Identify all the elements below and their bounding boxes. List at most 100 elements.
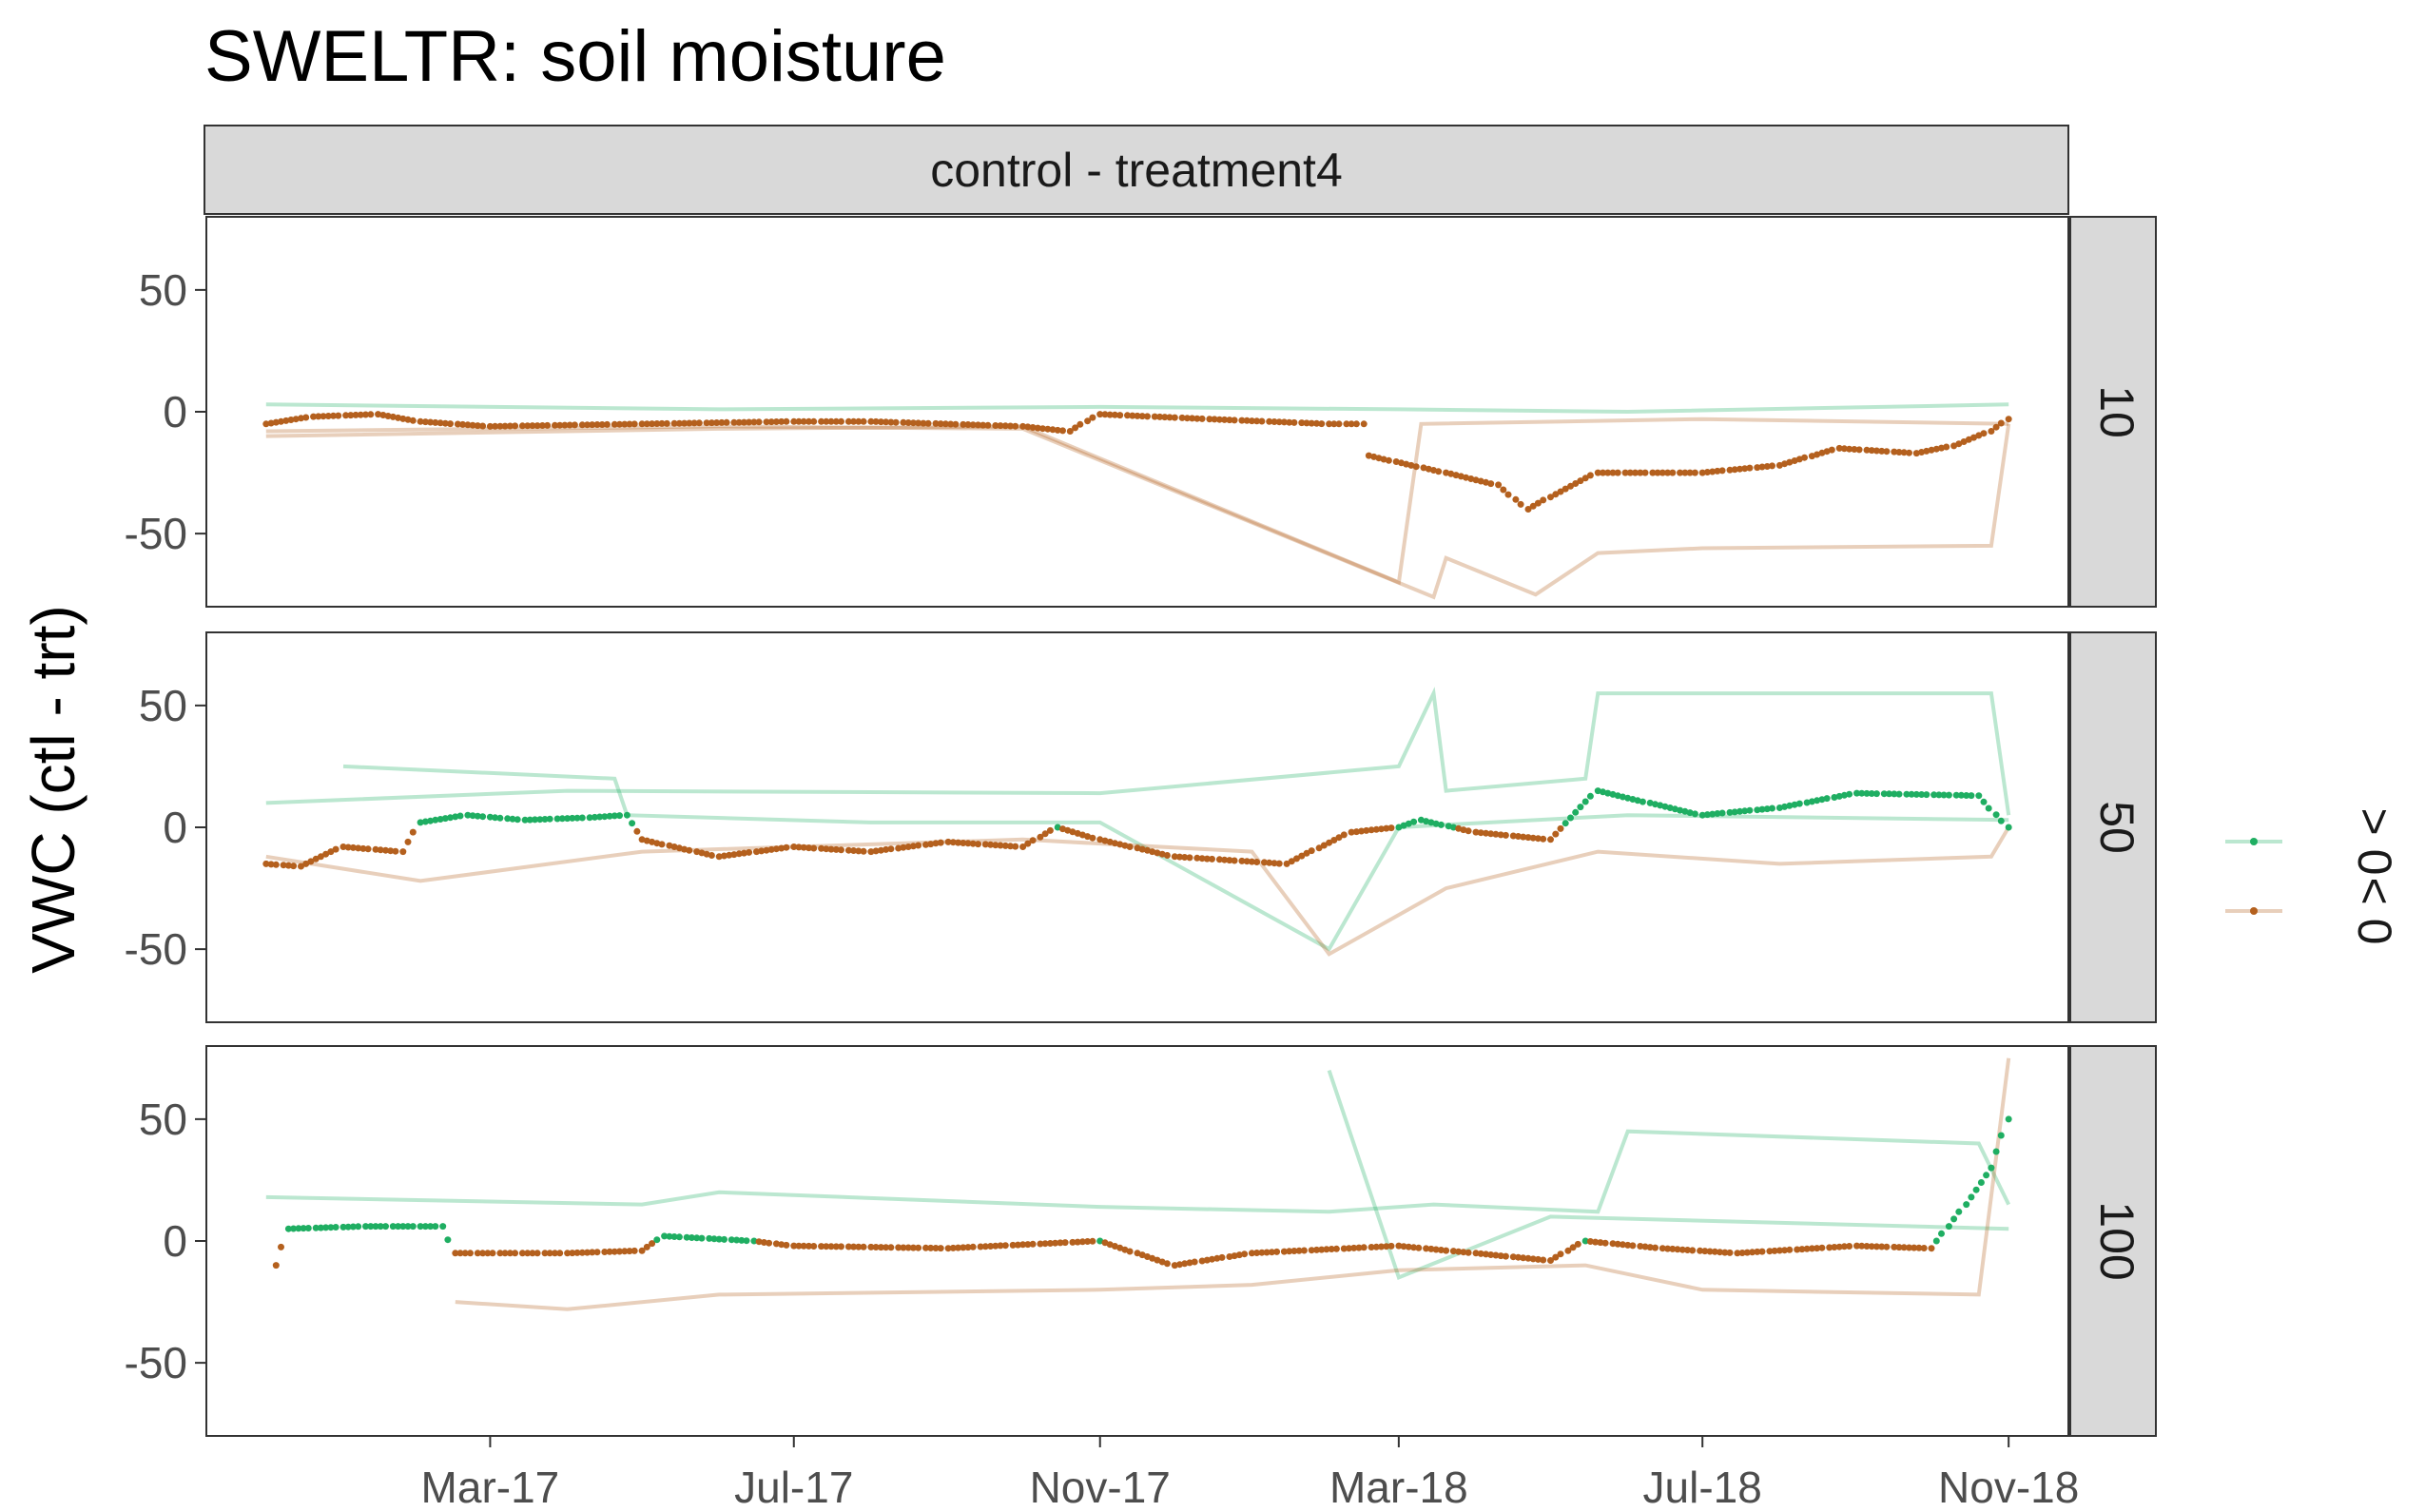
mean-point — [593, 421, 601, 428]
mean-point — [1171, 853, 1178, 861]
mean-point — [1654, 469, 1661, 476]
mean-point — [1129, 412, 1136, 419]
mean-point — [1674, 1246, 1681, 1253]
mean-point — [746, 848, 753, 856]
mean-point — [1226, 417, 1233, 424]
mean-point — [1348, 420, 1355, 428]
mean-point — [670, 843, 678, 850]
mean-point — [649, 1240, 656, 1248]
mean-point — [1567, 482, 1574, 490]
mean-point — [1855, 446, 1863, 454]
mean-point — [506, 1250, 514, 1257]
mean-point — [1163, 852, 1171, 859]
mean-point — [1449, 824, 1457, 831]
mean-point — [1447, 470, 1455, 477]
mean-point — [1248, 417, 1255, 425]
mean-point — [287, 417, 295, 423]
mean-point — [1014, 1241, 1021, 1249]
mean-point — [997, 422, 1004, 430]
mean-point — [469, 421, 476, 429]
mean-point — [284, 1225, 292, 1232]
mean-point — [887, 845, 895, 853]
mean-point — [332, 845, 340, 853]
mean-point — [1814, 797, 1821, 804]
mean-point — [823, 1243, 830, 1250]
mean-point — [1831, 794, 1838, 801]
mean-point — [1746, 464, 1754, 472]
mean-point — [1923, 447, 1930, 455]
mean-point — [571, 421, 578, 429]
mean-point — [832, 845, 840, 853]
mean-point — [1275, 418, 1283, 426]
mean-point — [1540, 1256, 1547, 1264]
mean-point — [1828, 446, 1835, 454]
mean-point — [1465, 1249, 1472, 1256]
mean-point — [681, 419, 689, 427]
mean-point — [1775, 1247, 1783, 1254]
mean-point — [1412, 463, 1420, 471]
mean-point — [1853, 1242, 1860, 1250]
mean-point — [1586, 792, 1594, 800]
mean-point — [877, 418, 884, 426]
mean-point — [389, 413, 397, 420]
mean-point — [616, 812, 623, 820]
mean-point — [1332, 1245, 1340, 1252]
mean-point — [1529, 502, 1537, 510]
facet-panel-100: 100 -50 0 50 — [125, 1045, 2157, 1437]
mean-point — [1524, 834, 1532, 842]
mean-point — [1952, 791, 1960, 799]
mean-point — [1564, 1247, 1572, 1254]
mean-point — [1335, 834, 1343, 842]
mean-point — [1803, 1245, 1811, 1252]
mean-point — [432, 1223, 439, 1231]
mean-point — [278, 417, 284, 425]
mean-point — [611, 420, 618, 428]
mean-point — [1586, 472, 1594, 479]
mean-point — [1547, 1257, 1554, 1264]
mean-point — [1868, 447, 1875, 455]
mean-point — [1769, 462, 1775, 470]
mean-point — [1054, 426, 1061, 434]
mean-point — [1624, 1241, 1632, 1249]
mean-point — [1600, 469, 1606, 476]
mean-point — [850, 847, 858, 854]
mean-point — [486, 813, 494, 821]
mean-point — [1183, 415, 1191, 422]
mean-point — [327, 848, 335, 856]
mean-point — [1283, 860, 1290, 867]
mean-point — [518, 422, 526, 430]
mean-point — [1248, 858, 1255, 865]
mean-point — [606, 812, 613, 820]
mean-point — [1626, 469, 1634, 476]
mean-point — [975, 841, 981, 848]
series-sensor-line — [1327, 1069, 2009, 1281]
mean-point — [1295, 1247, 1303, 1254]
mean-point — [589, 1249, 596, 1256]
mean-point — [1313, 1246, 1320, 1253]
mean-point — [1766, 1248, 1774, 1255]
mean-point — [1365, 452, 1372, 459]
mean-point — [1906, 1244, 1912, 1251]
mean-point — [1763, 463, 1771, 470]
mean-point — [1072, 424, 1079, 432]
mean-point — [349, 1223, 357, 1231]
mean-point — [730, 851, 738, 859]
mean-point — [1569, 1244, 1577, 1251]
mean-point — [1178, 414, 1186, 421]
series-sensor-line — [265, 1129, 2010, 1214]
mean-point — [1363, 826, 1370, 834]
mean-point — [1775, 804, 1783, 811]
mean-point — [750, 1237, 758, 1245]
mean-point — [1547, 494, 1554, 501]
mean-point — [564, 815, 572, 823]
mean-point — [479, 422, 487, 430]
mean-point — [552, 1250, 558, 1257]
mean-point — [355, 1223, 362, 1231]
mean-point — [518, 1250, 526, 1257]
mean-point — [1534, 1255, 1542, 1263]
mean-point — [766, 1239, 773, 1247]
mean-point — [327, 1224, 335, 1231]
mean-point — [335, 412, 342, 419]
mean-point — [1641, 1243, 1649, 1250]
mean-point — [1019, 843, 1027, 850]
